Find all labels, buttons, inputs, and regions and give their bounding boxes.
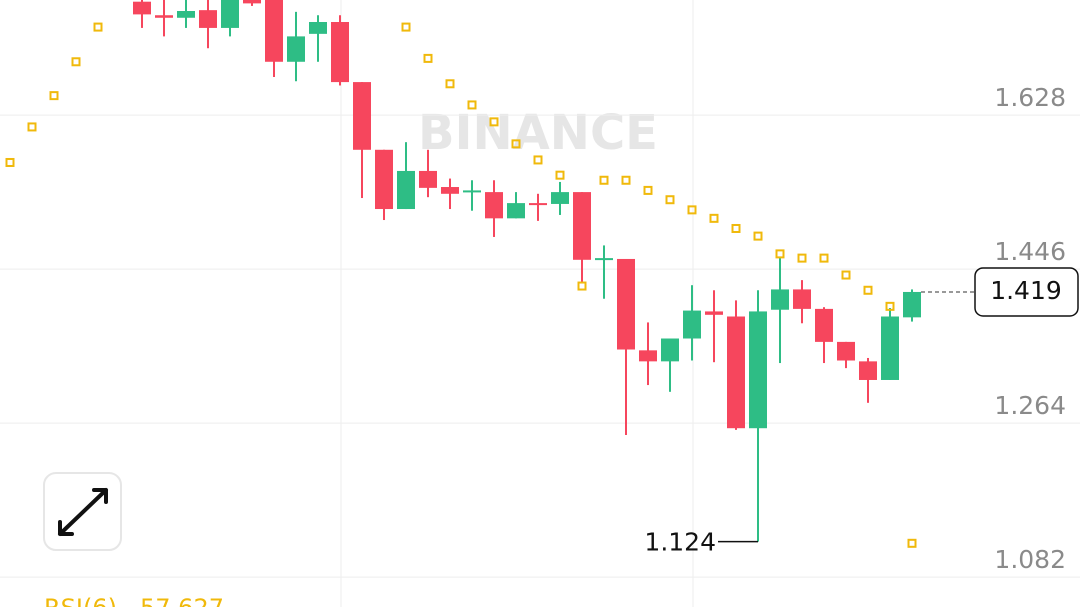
sar-dot — [577, 281, 587, 291]
sar-dot — [907, 538, 917, 548]
sar-dot — [467, 100, 477, 110]
candle-body — [177, 11, 195, 18]
sar-dot — [841, 270, 851, 280]
candle-body — [507, 203, 525, 219]
sar-dot — [49, 91, 59, 101]
sar-dot — [643, 185, 653, 195]
candle-body — [375, 149, 393, 210]
candle-body — [485, 192, 503, 219]
candle-body — [133, 1, 151, 15]
watermark: BINANCE — [418, 105, 658, 161]
candle-body — [529, 203, 547, 206]
sar-dot — [819, 253, 829, 263]
sar-dot — [797, 253, 807, 263]
candle-body — [265, 0, 283, 62]
candle-body — [353, 82, 371, 150]
candle-body — [331, 22, 349, 83]
candle-body — [639, 350, 657, 362]
sar-dot — [665, 195, 675, 205]
y-tick-label: 1.264 — [994, 391, 1066, 420]
candle-body — [881, 316, 899, 380]
candle-body — [463, 190, 481, 193]
candle-body — [859, 361, 877, 380]
rsi-value: 57.627 — [140, 594, 224, 607]
last-price-box — [974, 267, 1079, 317]
candle-body — [221, 0, 239, 28]
sar-dot — [533, 155, 543, 165]
candle-body — [749, 311, 767, 429]
candle-body — [243, 0, 261, 4]
candle-body — [199, 10, 217, 28]
sar-dot — [621, 175, 631, 185]
sar-dot — [775, 249, 785, 259]
candle-body — [903, 291, 921, 318]
candle-body — [661, 338, 679, 362]
candle-body — [617, 258, 635, 350]
sar-dot — [709, 213, 719, 223]
sar-dot — [93, 22, 103, 32]
sar-dot — [731, 223, 741, 233]
candle-body — [287, 36, 305, 62]
candle-body — [683, 310, 701, 339]
sar-dot — [599, 175, 609, 185]
candle-body — [309, 22, 327, 34]
candle-body — [441, 187, 459, 194]
rsi-label: RSI(6) — [44, 594, 117, 607]
sar-dot — [401, 22, 411, 32]
candle-body — [771, 289, 789, 310]
y-tick-label: 1.446 — [994, 237, 1066, 266]
sar-dot — [863, 285, 873, 295]
sar-dot — [423, 53, 433, 63]
sar-dot — [511, 139, 521, 149]
expand-icon — [58, 488, 108, 536]
candle-body — [595, 258, 613, 261]
sar-dot — [555, 170, 565, 180]
rsi-legend: RSI(6) 57.627 — [44, 594, 224, 607]
y-tick-label: 1.628 — [994, 83, 1066, 112]
sar-dot — [489, 117, 499, 127]
sar-dot — [445, 79, 455, 89]
last-price-label: 1.419 — [990, 276, 1062, 305]
candle-body — [419, 170, 437, 188]
candle-body — [551, 192, 569, 204]
sar-dot — [71, 57, 81, 67]
low-annotation-label: 1.124 — [644, 528, 716, 557]
candle-body — [573, 192, 591, 260]
candle-body — [727, 316, 745, 429]
sar-dot — [27, 122, 37, 132]
sar-dot — [885, 301, 895, 311]
candle-body — [837, 341, 855, 361]
candle-body — [815, 308, 833, 342]
sar-dot — [5, 157, 15, 167]
expand-button[interactable] — [43, 472, 122, 551]
candle-body — [705, 311, 723, 315]
candle-body — [155, 15, 173, 18]
sar-dot — [687, 205, 697, 215]
candle-body — [793, 289, 811, 309]
y-tick-label: 1.082 — [994, 545, 1066, 574]
sar-dot — [753, 231, 763, 241]
candle-body — [397, 170, 415, 210]
